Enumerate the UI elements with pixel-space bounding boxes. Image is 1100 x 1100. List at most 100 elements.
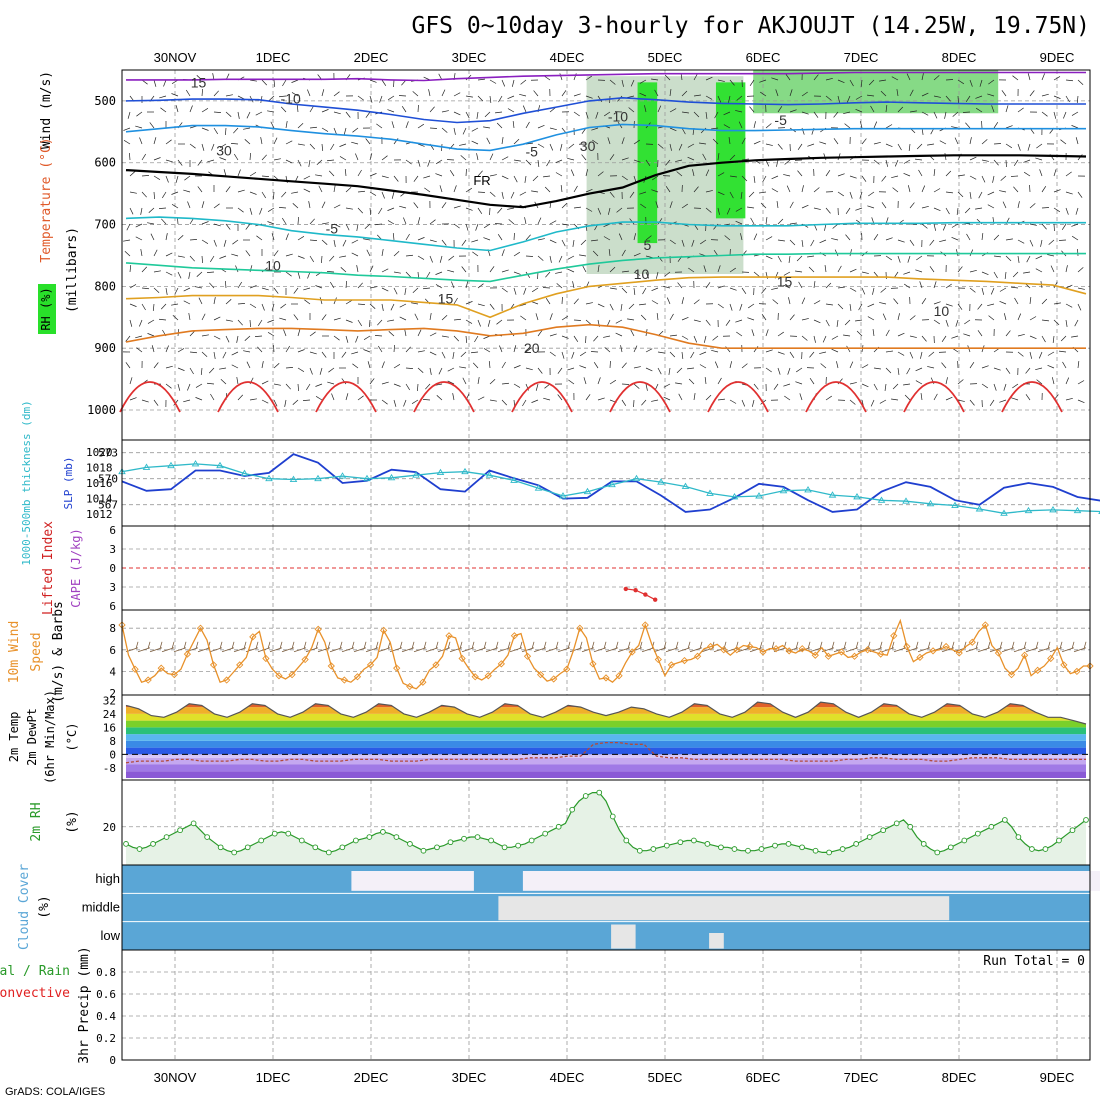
wind-barb [585, 223, 588, 231]
wind10m-barb-flag [303, 641, 307, 649]
wind-barb [393, 175, 399, 182]
wind-barb [438, 367, 443, 375]
wind10m-barb-flag [435, 641, 439, 649]
temperature-contour [125, 276, 1087, 319]
wind-barb [435, 383, 443, 386]
wind-barb [897, 143, 902, 151]
wind-barb [693, 186, 699, 193]
wind-barb [882, 313, 887, 321]
rh2m-marker [704, 841, 711, 847]
wind-barb [633, 366, 641, 369]
wind-barb [160, 303, 167, 310]
wind-barb [141, 191, 147, 198]
wind-barb [699, 351, 707, 356]
wind-barb [798, 281, 803, 289]
date-label-bottom: 2DEC [354, 1070, 389, 1085]
wind-barb [125, 362, 131, 369]
wind-barb [282, 79, 287, 87]
rh2m-marker [609, 813, 616, 820]
wind-barb [357, 169, 362, 177]
temperature-contour-25 [609, 381, 671, 413]
wind-barb [1041, 223, 1047, 230]
wind-barb [797, 143, 803, 150]
wind-barb [549, 255, 552, 263]
wind-barb [309, 126, 317, 129]
thickness-marker [559, 492, 567, 499]
wind-speed-marker [785, 647, 793, 655]
wind-barb [978, 191, 983, 199]
rh2m-marker [853, 841, 859, 847]
wind-barb [498, 95, 503, 103]
wind-speed-marker [903, 642, 911, 651]
wind-barb [512, 121, 515, 129]
wind-barb [669, 201, 673, 209]
temperature-band [126, 727, 1086, 735]
wind-barb [858, 303, 863, 311]
wind-barb [436, 395, 443, 401]
wind-barb [201, 239, 209, 245]
wind-barb [651, 399, 659, 402]
rh2m-marker [826, 849, 832, 856]
wind-barb [501, 156, 509, 161]
wind-barb [309, 218, 315, 225]
wind-barb [1065, 377, 1070, 385]
rh2m-marker [893, 820, 900, 827]
wind-barb [207, 159, 215, 163]
wind-barb [459, 143, 467, 146]
wind-barb [693, 335, 698, 343]
wind-barb [366, 249, 371, 257]
precip-tick-label: 0 [109, 1054, 116, 1067]
wind-barb [273, 363, 280, 369]
wind-barb [261, 303, 265, 311]
wind-barb [355, 335, 359, 343]
wind-barb [789, 314, 795, 321]
wind-barb [319, 367, 323, 375]
wind-barb [870, 105, 875, 113]
wind-barb [381, 175, 389, 179]
rh2m-marker [244, 844, 251, 851]
temp-ylabel-temp: 2m Temp [7, 712, 21, 763]
wind10m-barb-flag [519, 641, 523, 649]
wind-barb [208, 367, 215, 374]
wind-barb [357, 282, 363, 289]
wind-barb [903, 159, 911, 164]
wind-barb [825, 395, 832, 401]
rh2m-marker [204, 834, 210, 840]
wind-barb [184, 175, 191, 181]
temperature-contour [125, 252, 1086, 283]
temp-ylabel-dewpt: 2m DewPt [25, 708, 39, 766]
wind-barb [213, 223, 221, 227]
wind-barb [849, 249, 852, 257]
contour-label: -5 [326, 220, 339, 236]
wind-barb [945, 283, 952, 289]
contour-label: 10 [934, 303, 950, 319]
wind10m-barb-flag [471, 641, 475, 649]
wind-barb [495, 111, 503, 114]
wind-barb [1052, 335, 1055, 343]
wind-barb [681, 90, 688, 97]
wind-barb [465, 301, 473, 305]
wind10m-barb-flag [219, 641, 223, 649]
upper-ylabel-rh: RH (%) [39, 287, 53, 330]
wind-barb [387, 220, 395, 225]
wind-speed-marker [209, 661, 218, 669]
wind-barb [909, 202, 915, 209]
wind-barb [1036, 143, 1043, 149]
wind-barb [783, 174, 791, 177]
wind-barb [735, 220, 743, 225]
wind10m-barb-flag [855, 641, 859, 649]
precip-panel: 00.20.40.60.8 Run Total = 0 Total / Rain… [0, 946, 1091, 1067]
wind-barb [417, 143, 425, 147]
wind-barb [546, 159, 551, 167]
wind-barb [832, 223, 839, 229]
temperature-band [126, 713, 1086, 721]
wind-barb [987, 191, 995, 196]
wind-barb [1035, 157, 1043, 161]
wind-barb [703, 335, 707, 343]
wind-barb [309, 331, 316, 337]
wind-barb [693, 393, 696, 401]
date-label-top: 9DEC [1040, 50, 1075, 65]
wind-barb [345, 319, 353, 323]
wind-barb [369, 378, 375, 385]
